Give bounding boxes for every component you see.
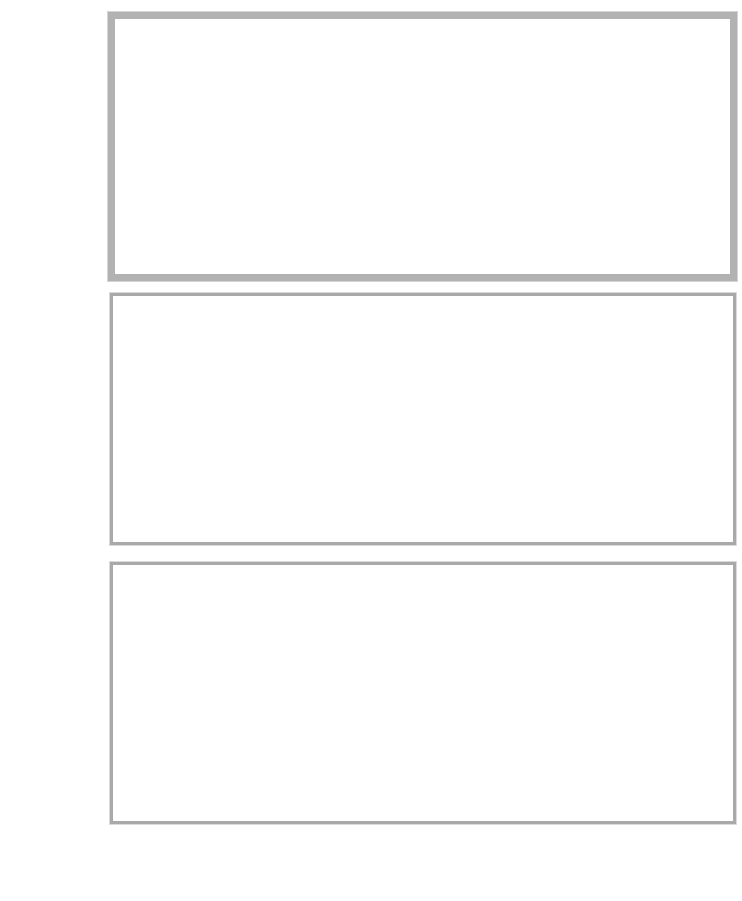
- integrated-chart: [113, 565, 413, 715]
- integrated-plot[interactable]: [110, 562, 736, 824]
- orig-noise-chart: [115, 19, 415, 169]
- orig-noise-plot[interactable]: [108, 12, 737, 281]
- x-axis-title: [0, 0, 140, 18]
- differentiated-chart: [113, 296, 413, 446]
- differentiated-plot[interactable]: [110, 293, 736, 545]
